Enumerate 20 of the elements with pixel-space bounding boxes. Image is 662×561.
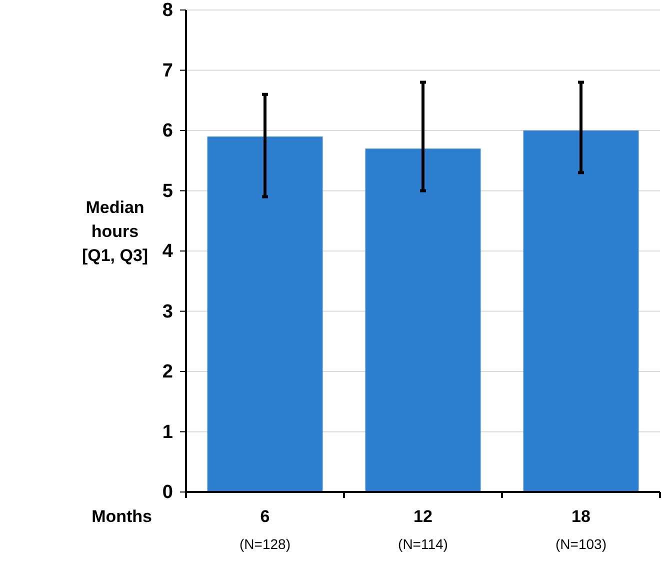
text: (N=128) — [240, 536, 290, 552]
text: (N=114) — [398, 536, 448, 552]
y-tick-label: 1 — [162, 422, 174, 443]
x-tick-label: 18 — [572, 507, 590, 526]
y-axis-title: Median hours [Q1, Q3] — [82, 198, 148, 265]
y-tick-label: 5 — [162, 180, 174, 202]
text: (N=103) — [556, 536, 606, 552]
y-tick-label: 4 — [162, 241, 174, 262]
y-tick-label: 0 — [162, 482, 173, 504]
x-tick-label: 12 — [414, 507, 432, 526]
y-tick-label: 3 — [162, 301, 173, 322]
y-tick-label: 2 — [162, 362, 173, 383]
x-axis-title: Months — [92, 507, 152, 526]
y-tick-label: 8 — [162, 0, 173, 22]
y-tick-label: 7 — [162, 60, 173, 82]
x-tick-label: 6 — [260, 507, 270, 526]
bar — [365, 148, 481, 492]
y-tick-label: 6 — [162, 120, 173, 142]
bar — [523, 130, 639, 492]
bar — [207, 136, 323, 492]
